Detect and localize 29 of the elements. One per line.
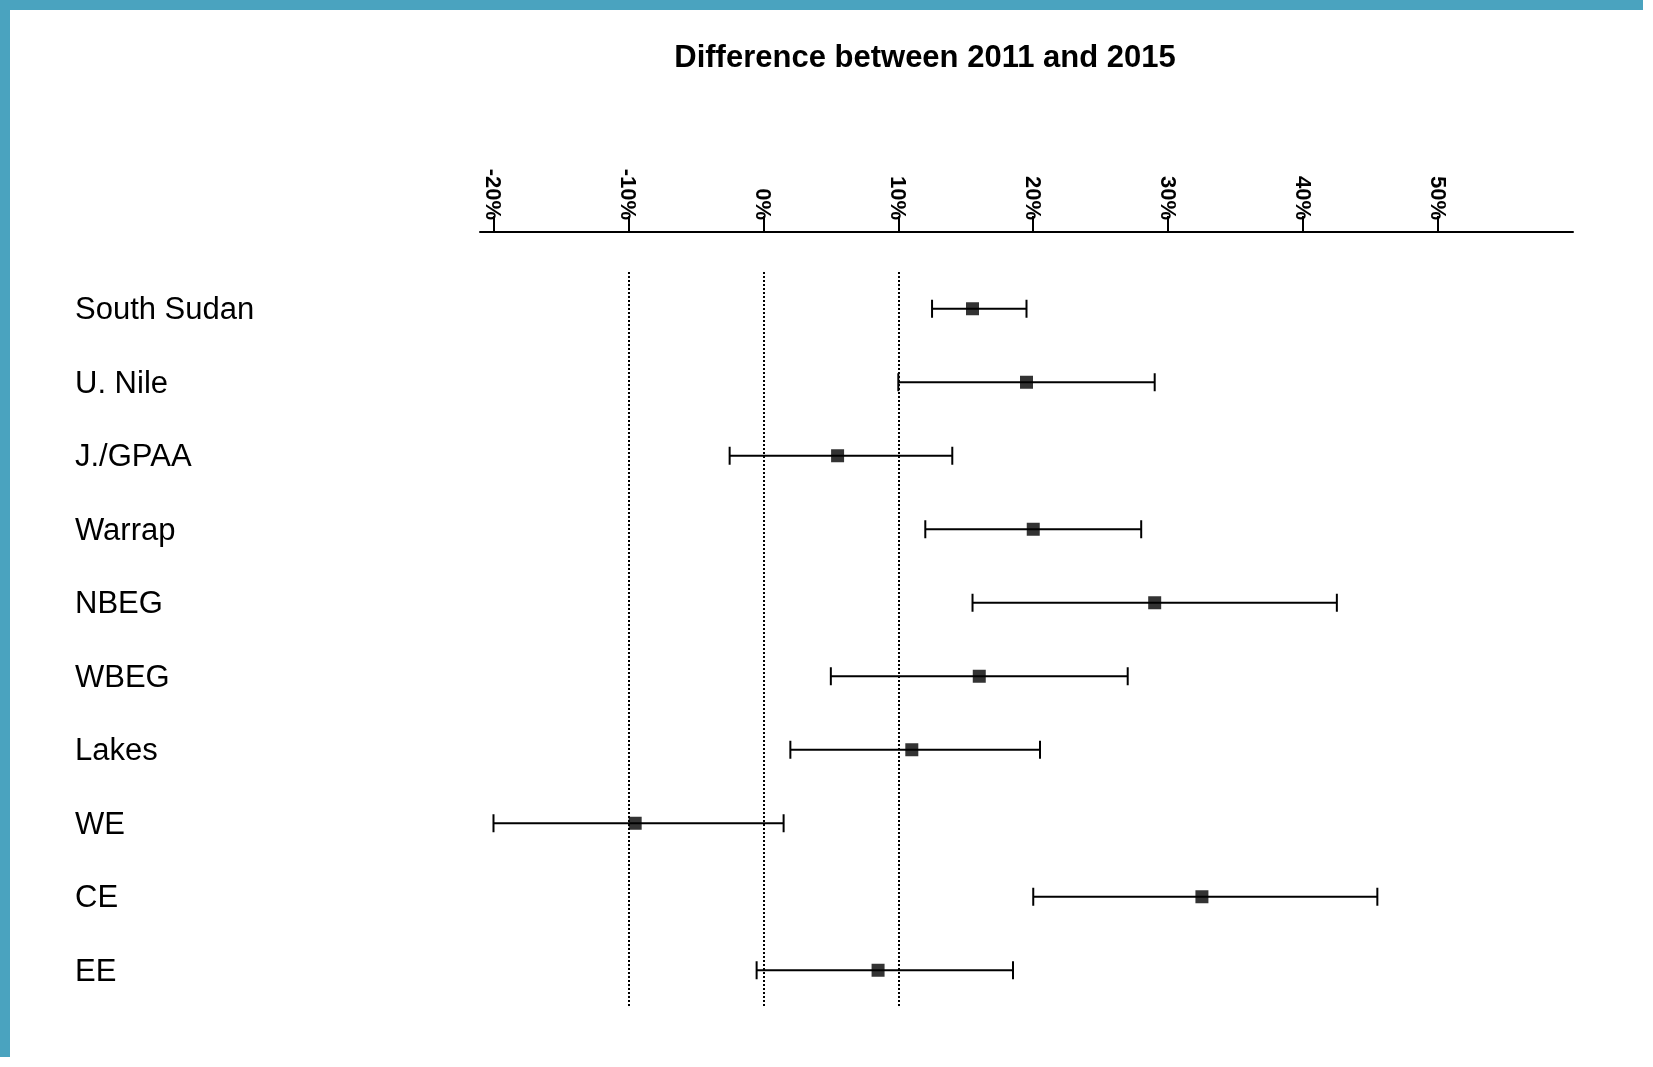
x-tick-label: 20% (1020, 175, 1046, 220)
y-tick-label: NBEG (75, 585, 163, 621)
y-tick-label: EE (75, 952, 117, 988)
y-tick-label: Lakes (75, 732, 158, 768)
y-tick-label: WBEG (75, 658, 170, 694)
point (972, 669, 986, 683)
point (871, 963, 885, 977)
point (1195, 890, 1209, 904)
x-tick-label: 10% (885, 175, 911, 220)
x-tick-label: 40% (1290, 175, 1316, 220)
y-tick-label: WE (75, 805, 125, 841)
point (966, 302, 980, 316)
x-tick-label: 50% (1425, 175, 1451, 220)
chart-title: Difference between 2011 and 2015 (674, 39, 1176, 74)
y-tick-label: CE (75, 879, 119, 915)
y-tick-label: J./GPAA (75, 438, 192, 474)
x-tick-label: -20% (480, 168, 506, 220)
point (1026, 522, 1040, 536)
point (831, 449, 845, 463)
point (628, 816, 642, 830)
y-tick-label: South Sudan (75, 291, 255, 327)
point (1020, 375, 1033, 389)
point (1148, 596, 1162, 610)
y-tick-label: Warrap (75, 511, 176, 547)
x-tick-label: 30% (1155, 175, 1181, 220)
y-tick-label: U. Nile (75, 364, 169, 400)
point (905, 743, 919, 757)
x-tick-label: -10% (615, 168, 641, 220)
x-tick-label: 0% (750, 188, 776, 220)
